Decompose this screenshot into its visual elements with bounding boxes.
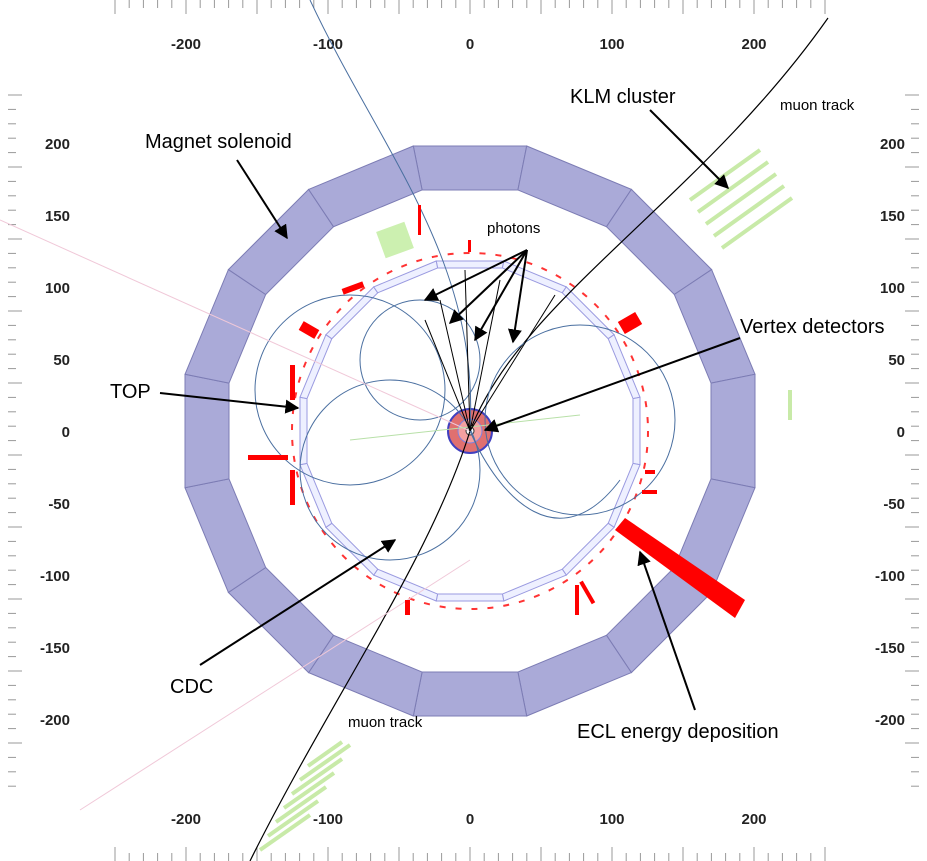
y-tick-label: 150 — [880, 208, 905, 225]
y-tick-label: 0 — [62, 424, 70, 441]
y-tick-label: 100 — [880, 280, 905, 297]
y-tick-label: 200 — [45, 136, 70, 153]
y-tick-label: 100 — [45, 280, 70, 297]
y-tick-label: 150 — [45, 208, 70, 225]
y-tick-label: 50 — [53, 352, 70, 369]
x-tick-label: 200 — [741, 36, 766, 53]
segment — [436, 594, 504, 601]
segment — [518, 635, 632, 716]
label: photons — [487, 220, 540, 237]
y-tick-label: -150 — [40, 640, 70, 657]
label: Vertex detectors — [740, 316, 885, 338]
y-tick-label: -150 — [875, 640, 905, 657]
x-tick-label: 200 — [741, 811, 766, 828]
segment — [228, 568, 333, 673]
y-tick-label: -100 — [40, 568, 70, 585]
y-tick-label: -200 — [40, 712, 70, 729]
event-display: -200 -200 -100 -100 0 0 100 100 200 200 200 200 150 1… — [0, 0, 927, 861]
segment — [608, 335, 640, 399]
y-tick-label: -50 — [48, 496, 70, 513]
x-tick-label: 100 — [599, 36, 624, 53]
segment — [228, 189, 333, 294]
segment — [185, 374, 229, 487]
segment — [562, 287, 614, 339]
y-tick-label: -200 — [875, 712, 905, 729]
label: ECL energy deposition — [577, 721, 779, 743]
segment — [413, 672, 526, 716]
segment — [711, 374, 755, 487]
segment — [309, 146, 423, 227]
x-tick-label: 0 — [466, 811, 474, 828]
label: CDC — [170, 676, 213, 698]
x-tick-label: 100 — [599, 811, 624, 828]
klm-square — [376, 222, 414, 259]
x-tick-label: 0 — [466, 36, 474, 53]
y-tick-label: 0 — [897, 424, 905, 441]
x-tick-label: -100 — [313, 36, 343, 53]
label: KLM cluster — [570, 86, 676, 108]
x-tick-label: -100 — [313, 811, 343, 828]
label: muon track — [780, 97, 855, 114]
y-tick-label: -100 — [875, 568, 905, 585]
label: Magnet solenoid — [145, 131, 292, 153]
y-tick-label: 50 — [888, 352, 905, 369]
x-tick-label: -200 — [171, 811, 201, 828]
y-tick-label: -50 — [883, 496, 905, 513]
label: muon track — [348, 714, 423, 731]
segment — [633, 397, 640, 465]
segment — [562, 523, 614, 575]
x-tick-label: -200 — [171, 36, 201, 53]
segment — [413, 146, 526, 190]
label: TOP — [110, 381, 151, 403]
y-tick-label: 200 — [880, 136, 905, 153]
segment — [374, 569, 438, 601]
segment — [185, 479, 266, 593]
